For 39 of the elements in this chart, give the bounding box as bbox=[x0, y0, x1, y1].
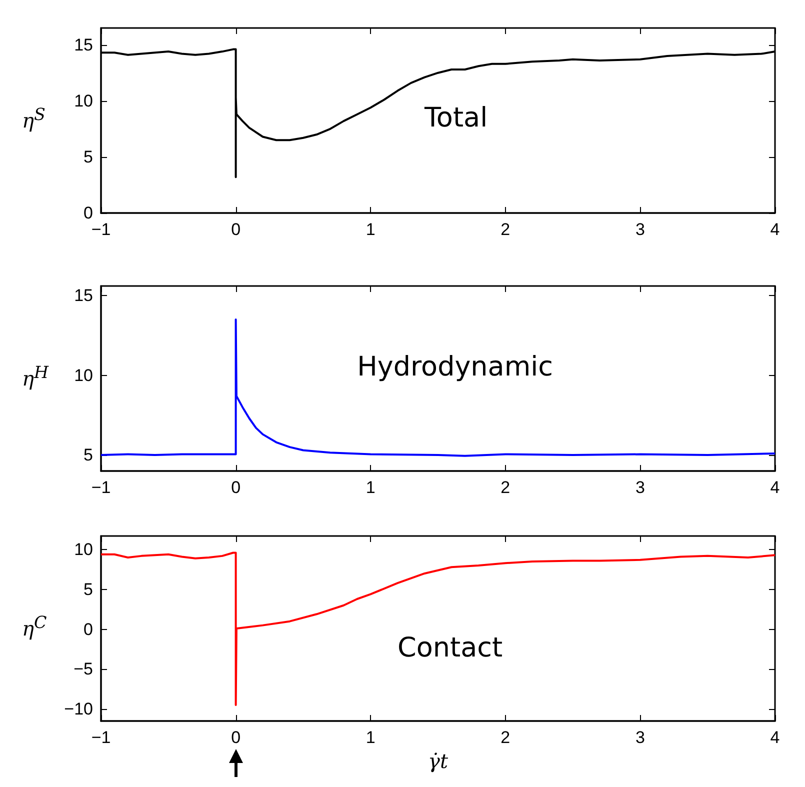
x-tick-label: 2 bbox=[500, 728, 510, 747]
x-tick-label: 0 bbox=[231, 478, 241, 497]
x-tick-label: 0 bbox=[231, 220, 241, 239]
x-tick-label: 4 bbox=[770, 220, 780, 239]
y-axis-title: η$^{S}$ bbox=[22, 104, 46, 132]
y-tick-label: 15 bbox=[74, 35, 93, 54]
x-tick-label: 3 bbox=[635, 478, 645, 497]
x-tick-label: 4 bbox=[770, 728, 780, 747]
y-tick-label: −10 bbox=[64, 700, 93, 719]
y-tick-label: 5 bbox=[84, 147, 93, 166]
y-axis-title: η$^{H}$ bbox=[22, 362, 49, 390]
x-tick-label: 3 bbox=[635, 220, 645, 239]
annotation: Total bbox=[424, 102, 488, 134]
x-tick-label: −1 bbox=[91, 220, 111, 239]
y-tick-label: 10 bbox=[74, 366, 93, 385]
x-tick-label: 1 bbox=[366, 478, 376, 497]
x-tick-label: −1 bbox=[91, 478, 111, 497]
x-tick-label: 1 bbox=[366, 728, 376, 747]
y-tick-label: 5 bbox=[84, 446, 93, 465]
y-tick-label: 15 bbox=[74, 286, 93, 306]
x-tick-label: 4 bbox=[770, 478, 780, 497]
line-series bbox=[100, 552, 776, 706]
x-tick-label: 2 bbox=[500, 478, 510, 497]
y-tick-label: 5 bbox=[84, 580, 93, 599]
x-tick-label: 2 bbox=[500, 220, 510, 239]
y-tick-label: 0 bbox=[84, 204, 93, 222]
x-tick-label: −1 bbox=[91, 728, 111, 747]
x-tick-label: 1 bbox=[366, 220, 376, 239]
annotation: Contact bbox=[398, 632, 503, 664]
x-tick-label: 3 bbox=[635, 728, 645, 747]
y-tick-label: −5 bbox=[74, 660, 93, 679]
y-tick-label: 10 bbox=[74, 540, 93, 560]
x-axis-title: γ̇t bbox=[428, 749, 449, 773]
y-tick-label: 10 bbox=[74, 91, 93, 110]
y-tick-label: 0 bbox=[84, 620, 93, 639]
y-axis-title: η$^{C}$ bbox=[22, 612, 47, 640]
x-tick-label: 0 bbox=[231, 728, 241, 747]
annotation: Hydrodynamic bbox=[357, 351, 553, 382]
line-series bbox=[100, 318, 776, 457]
